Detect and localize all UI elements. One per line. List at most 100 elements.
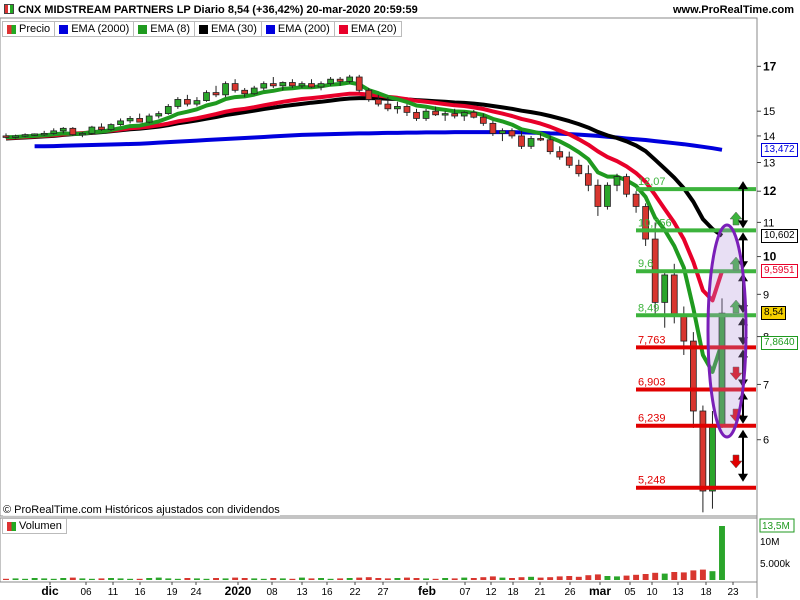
volume-bar — [298, 577, 305, 580]
candle — [174, 99, 182, 107]
volume-bar — [193, 578, 200, 580]
legend-ema-20[interactable]: EMA (20) — [335, 22, 401, 36]
volume-bar — [241, 578, 248, 580]
volume-bar — [661, 573, 668, 580]
volume-bar — [585, 575, 592, 580]
price-tag: 13,472 — [761, 142, 798, 157]
volume-bar — [671, 572, 678, 580]
volume-bar — [203, 578, 210, 580]
level-label: 10,756 — [638, 217, 672, 229]
volume-bar — [146, 578, 153, 580]
candle — [346, 76, 354, 82]
price-tick-label: 9 — [763, 289, 769, 301]
swatch — [199, 24, 209, 34]
x-axis-label: 2020 — [225, 584, 252, 598]
volume-bar — [394, 578, 401, 580]
volume-bar — [318, 578, 324, 580]
volume-bar — [384, 578, 391, 580]
x-axis-label: 27 — [377, 587, 389, 598]
candle — [193, 100, 201, 105]
range-arrow-head — [738, 220, 748, 229]
volume-bar — [79, 578, 86, 580]
candle — [508, 130, 516, 137]
level-label: 7,763 — [638, 334, 666, 346]
candle — [126, 118, 134, 122]
volume-legend[interactable]: Volumen — [2, 518, 67, 534]
candle — [527, 138, 535, 147]
volume-swatch — [7, 521, 16, 531]
site-link[interactable]: www.ProRealTime.com — [672, 4, 794, 16]
candle — [489, 122, 497, 134]
legend-ema-8[interactable]: EMA (8) — [134, 22, 196, 36]
volume-bar — [155, 577, 162, 580]
level-label: 12,07 — [638, 176, 666, 188]
volume-bar — [12, 578, 19, 580]
x-axis-label: 07 — [459, 587, 471, 598]
candle — [403, 106, 411, 113]
x-axis-label: 08 — [266, 587, 278, 598]
legend-ema-2000[interactable]: EMA (2000) — [55, 22, 135, 36]
range-arrow-head — [738, 429, 748, 438]
candle — [69, 127, 77, 136]
volume-bar — [480, 577, 487, 580]
indicator-legend: Precio EMA (2000) EMA (8) EMA (30) EMA (… — [2, 21, 402, 37]
volume-bar — [461, 577, 468, 580]
volume-bar — [594, 574, 601, 580]
candle — [289, 82, 296, 87]
volume-axis-label: 10M — [760, 537, 779, 548]
down-arrow — [729, 366, 743, 381]
volume-bar — [136, 578, 143, 580]
volume-bar — [547, 577, 554, 580]
volume-bar — [633, 574, 640, 580]
volume-bar — [470, 578, 477, 580]
candle — [88, 126, 96, 134]
candle — [413, 111, 420, 119]
volume-bar — [623, 575, 630, 580]
volume-tag-box — [759, 518, 795, 533]
x-axis-label: 05 — [624, 587, 636, 598]
x-axis-label: 13 — [296, 587, 308, 598]
volume-bar — [98, 578, 105, 580]
volume-axis-label: 5.000k — [760, 559, 791, 570]
candle — [613, 176, 621, 186]
volume-bar — [165, 578, 172, 580]
candle — [499, 130, 506, 134]
x-axis-label: 11 — [108, 587, 119, 598]
chart-title: CNX MIDSTREAM PARTNERS LP Diario 8,54 (+… — [4, 4, 418, 16]
candle — [451, 113, 459, 117]
ema-line — [5, 80, 724, 374]
x-axis-label: 23 — [727, 587, 739, 598]
candle — [50, 130, 58, 134]
x-axis-label: 22 — [349, 587, 361, 598]
volume-bar — [432, 578, 439, 580]
price-tick-label: 11 — [763, 217, 774, 229]
candle — [203, 92, 210, 101]
instrument-icon — [4, 4, 14, 14]
price-tick-label: 6 — [763, 435, 769, 447]
volume-bar — [356, 577, 363, 580]
volume-bar — [375, 578, 382, 580]
legend-ema-200[interactable]: EMA (200) — [262, 22, 335, 36]
volume-bar — [31, 578, 38, 580]
candle — [155, 113, 163, 117]
price-tick-label: 14 — [763, 131, 775, 143]
swatch — [265, 24, 275, 34]
volume-bar — [566, 576, 573, 580]
volume-bar — [680, 572, 687, 580]
candle — [384, 103, 392, 110]
legend-ema-30[interactable]: EMA (30) — [195, 22, 262, 36]
level-label: 9,6 — [638, 258, 653, 270]
legend-label: EMA (20) — [350, 23, 397, 35]
range-arrow-head — [738, 415, 748, 424]
candle — [479, 116, 487, 124]
volume-bar — [270, 578, 277, 580]
volume-tag: 13,5M — [762, 521, 790, 532]
legend-price[interactable]: Precio — [3, 22, 56, 36]
x-axis-label: 24 — [190, 587, 202, 598]
candle — [575, 164, 583, 175]
volume-bar — [127, 578, 134, 580]
candle — [661, 274, 669, 303]
candle — [269, 83, 277, 87]
up-arrow — [729, 256, 743, 271]
